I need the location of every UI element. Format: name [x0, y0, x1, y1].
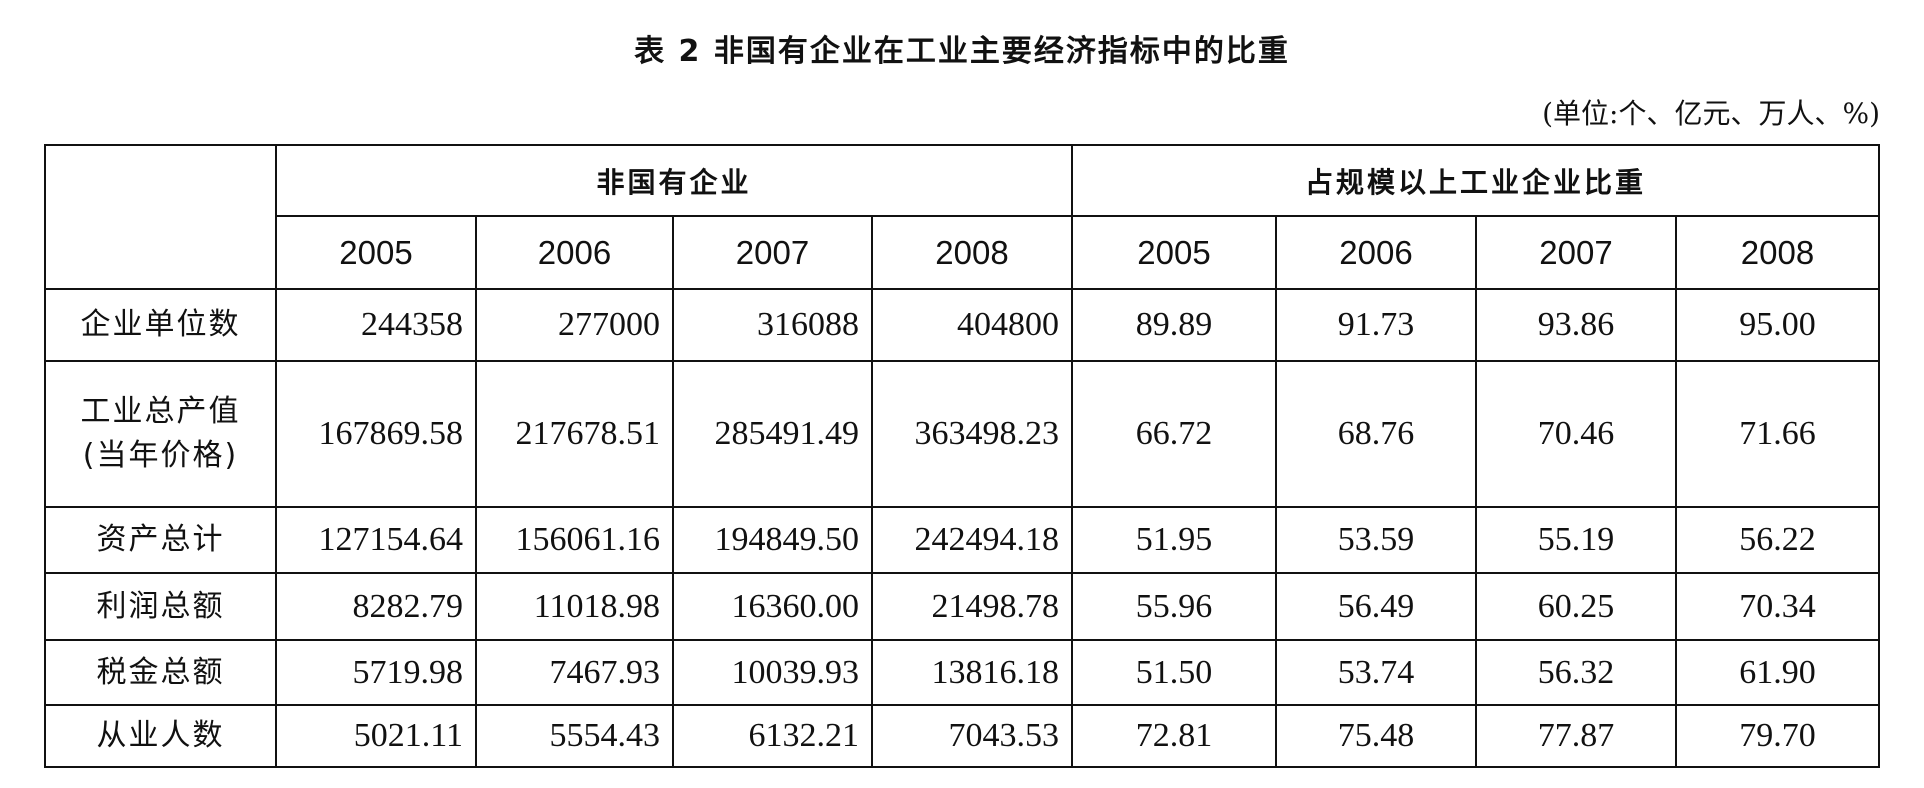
cell: 93.86: [1475, 288, 1677, 362]
data-row: 工业总产值 (当年价格) 167869.58 217678.51 285491.49 36…: [44, 360, 1880, 508]
cell: 56.22: [1675, 506, 1880, 574]
header-row: 2005 2006 2007 2008 2005 2006 2007 2008: [45, 215, 1880, 290]
cell: 217678.51: [475, 360, 674, 508]
row-label: 从业人数: [44, 704, 277, 768]
group-header: 占规模以上工业企业比重: [1071, 144, 1880, 217]
row-label: 资产总计: [44, 506, 277, 574]
cell: 404800: [871, 288, 1073, 362]
data-row: 企业单位数 244358 277000 316088 404800 89.89 91.73 9…: [44, 288, 1880, 362]
cell: 55.19: [1475, 506, 1677, 574]
cell: 56.32: [1475, 639, 1677, 706]
cell: 21498.78: [871, 572, 1073, 641]
cell: 56.49: [1275, 572, 1477, 641]
row-label: 工业总产值 (当年价格): [44, 360, 277, 508]
row-label-line: 企业单位数: [80, 307, 241, 342]
cell: 60.25: [1475, 572, 1677, 641]
cell: 244358: [275, 288, 477, 362]
cell: 5021.11: [275, 704, 477, 768]
cell: 71.66: [1675, 360, 1880, 508]
year-header: 2006: [1275, 215, 1477, 290]
cell: 5719.98: [275, 639, 477, 706]
cell: 61.90: [1675, 639, 1880, 706]
cell: 194849.50: [672, 506, 873, 574]
cell: 53.59: [1275, 506, 1477, 574]
cell: 79.70: [1675, 704, 1880, 768]
year-header: 2008: [871, 215, 1073, 290]
cell: 89.89: [1071, 288, 1277, 362]
cell: 242494.18: [871, 506, 1073, 574]
cell: 127154.64: [275, 506, 477, 574]
cell: 70.34: [1675, 572, 1880, 641]
cell: 6132.21: [672, 704, 873, 768]
cell: 277000: [475, 288, 674, 362]
cell: 55.96: [1071, 572, 1277, 641]
data-row: 利润总额 8282.79 11018.98 16360.00 21498.78 55.96…: [44, 572, 1880, 641]
data-row: 税金总额 5719.98 7467.93 10039.93 13816.18 51.50 5…: [44, 639, 1880, 706]
cell: 66.72: [1071, 360, 1277, 508]
row-label: 利润总额: [44, 572, 277, 641]
cell: 11018.98: [475, 572, 674, 641]
year-header: 2008: [1675, 215, 1880, 290]
year-header: 2007: [1475, 215, 1677, 290]
cell: 7043.53: [871, 704, 1073, 768]
cell: 10039.93: [672, 639, 873, 706]
cell: 8282.79: [275, 572, 477, 641]
cell: 51.50: [1071, 639, 1277, 706]
row-label-line: 工业总产值: [80, 394, 241, 429]
cell: 95.00: [1675, 288, 1880, 362]
row-label: 税金总额: [44, 639, 277, 706]
cell: 285491.49: [672, 360, 873, 508]
year-header: 2005: [275, 215, 477, 290]
cell: 51.95: [1071, 506, 1277, 574]
row-label-line: 资产总计: [96, 522, 225, 557]
data-row: 从业人数 5021.11 5554.43 6132.21 7043.53 72.81 75.…: [44, 704, 1880, 768]
title: 表 2 非国有企业在工业主要经济指标中的比重: [634, 34, 1290, 69]
corner-cell: [44, 144, 277, 290]
row-label-line: 税金总额: [96, 654, 225, 690]
cell: 13816.18: [871, 639, 1073, 706]
year-header: 2005: [1071, 215, 1277, 290]
data-row: 资产总计 127154.64 156061.16 194849.50 242494.18…: [44, 506, 1880, 574]
cell: 7467.93: [475, 639, 674, 706]
cell: 72.81: [1071, 704, 1277, 768]
header-row: 非国有企业 占规模以上工业企业比重: [44, 144, 1880, 290]
cell: 53.74: [1275, 639, 1477, 706]
cell: 77.87: [1475, 704, 1677, 768]
unit-note: (单位:个、亿元、万人、%): [1542, 97, 1880, 130]
cell: 16360.00: [672, 572, 873, 641]
cell: 156061.16: [475, 506, 674, 574]
year-header: 2007: [672, 215, 873, 290]
cell: 70.46: [1475, 360, 1677, 508]
cell: 91.73: [1275, 288, 1477, 362]
row-label-line: (当年价格): [82, 438, 239, 473]
row-label: 企业单位数: [44, 288, 277, 362]
cell: 75.48: [1275, 704, 1477, 768]
cell: 363498.23: [871, 360, 1073, 508]
cell: 167869.58: [275, 360, 477, 508]
data-table: 非国有企业 占规模以上工业企业比重 2005 2006 2007 2008 2005 2006…: [44, 144, 1880, 768]
row-label-line: 从业人数: [96, 718, 225, 753]
year-header: 2006: [475, 215, 674, 290]
cell: 316088: [672, 288, 873, 362]
cell: 68.76: [1275, 360, 1477, 508]
cell: 5554.43: [475, 704, 674, 768]
group-header: 非国有企业: [275, 144, 1073, 217]
row-label-line: 利润总额: [96, 588, 225, 624]
